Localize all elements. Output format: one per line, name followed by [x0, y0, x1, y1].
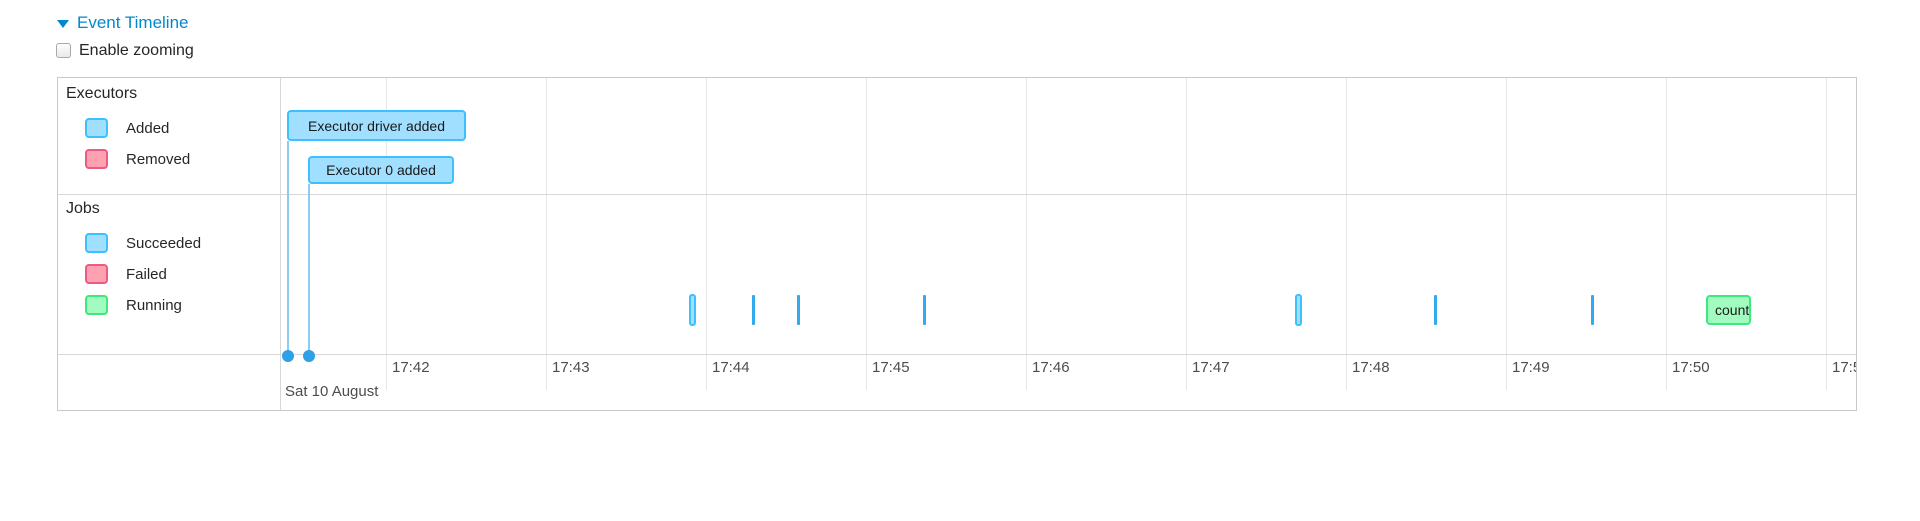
- minor-gridline: [1826, 78, 1827, 390]
- job-item-succeeded[interactable]: [752, 295, 755, 325]
- legend-group-executors: Executors Added Removed: [66, 81, 276, 169]
- legend-swatch-succeeded: [85, 233, 108, 253]
- job-item-succeeded[interactable]: [797, 295, 800, 325]
- item-anchor-line: [308, 184, 310, 356]
- legend-separator: [280, 78, 281, 410]
- legend-item-label: Running: [126, 296, 182, 314]
- minor-gridline: [1026, 78, 1027, 390]
- legend-swatch-succeeded: [85, 118, 108, 138]
- axis-line: [58, 354, 1856, 355]
- time-tick-label: 17:47: [1192, 359, 1230, 376]
- legend-item-label: Removed: [126, 150, 191, 168]
- enable-zooming-control[interactable]: Enable zooming: [56, 41, 194, 60]
- job-item-succeeded[interactable]: [923, 295, 926, 325]
- item-anchor-dot: [282, 350, 294, 362]
- legend-group-title: Jobs: [66, 200, 100, 217]
- minor-gridline: [1346, 78, 1347, 390]
- job-item-running[interactable]: count: [1706, 295, 1751, 325]
- minor-gridline: [866, 78, 867, 390]
- collapse-arrow-icon: [57, 20, 69, 28]
- minor-gridline: [386, 78, 387, 390]
- time-tick-label: 17:48: [1352, 359, 1390, 376]
- timeline-canvas[interactable]: Executor driver added Executor 0 added cou…: [58, 78, 1856, 410]
- legend-swatch-failed: [85, 149, 108, 169]
- time-tick-label: 17:51: [1832, 359, 1856, 376]
- section-title: Event Timeline: [77, 13, 189, 32]
- time-tick-label: 17:43: [552, 359, 590, 376]
- legend-item: Removed: [85, 149, 276, 169]
- enable-zooming-label: Enable zooming: [79, 42, 194, 59]
- group-separator: [58, 194, 1856, 195]
- time-tick-label: 17:42: [392, 359, 430, 376]
- time-tick-label: 17:45: [872, 359, 910, 376]
- date-label: Sat 10 August: [285, 383, 379, 400]
- time-tick-label: 17:44: [712, 359, 750, 376]
- legend-item: Added: [85, 118, 276, 138]
- time-tick-label: 17:46: [1032, 359, 1070, 376]
- job-item-succeeded[interactable]: [1295, 294, 1302, 326]
- job-item-succeeded[interactable]: [1434, 295, 1437, 325]
- legend-item-label: Succeeded: [126, 234, 202, 252]
- time-tick-label: 17:49: [1512, 359, 1550, 376]
- legend-group-title: Executors: [66, 85, 138, 102]
- legend-item: Running: [85, 295, 276, 315]
- job-item-succeeded[interactable]: [689, 294, 696, 326]
- executor-event-item[interactable]: Executor 0 added: [308, 156, 454, 184]
- job-item-succeeded[interactable]: [1591, 295, 1594, 325]
- event-timeline-toggle[interactable]: Event Timeline: [57, 12, 189, 33]
- enable-zooming-checkbox[interactable]: [56, 43, 71, 58]
- legend-item: Succeeded: [85, 233, 276, 253]
- minor-gridline: [1506, 78, 1507, 390]
- legend-item-label: Failed: [126, 265, 167, 283]
- item-anchor-line: [287, 141, 289, 356]
- minor-gridline: [1186, 78, 1187, 390]
- minor-gridline: [706, 78, 707, 390]
- legend-item-label: Added: [126, 119, 170, 137]
- legend-group-jobs: Jobs Succeeded Failed Running: [66, 196, 276, 315]
- legend-swatch-failed: [85, 264, 108, 284]
- event-timeline-panel: Executors Added Removed Jobs Succeeded Failed…: [57, 77, 1857, 411]
- time-tick-label: 17:50: [1672, 359, 1710, 376]
- legend-item: Failed: [85, 264, 276, 284]
- executor-event-item[interactable]: Executor driver added: [287, 110, 466, 141]
- minor-gridline: [1666, 78, 1667, 390]
- minor-gridline: [546, 78, 547, 390]
- item-anchor-dot: [303, 350, 315, 362]
- legend-swatch-running: [85, 295, 108, 315]
